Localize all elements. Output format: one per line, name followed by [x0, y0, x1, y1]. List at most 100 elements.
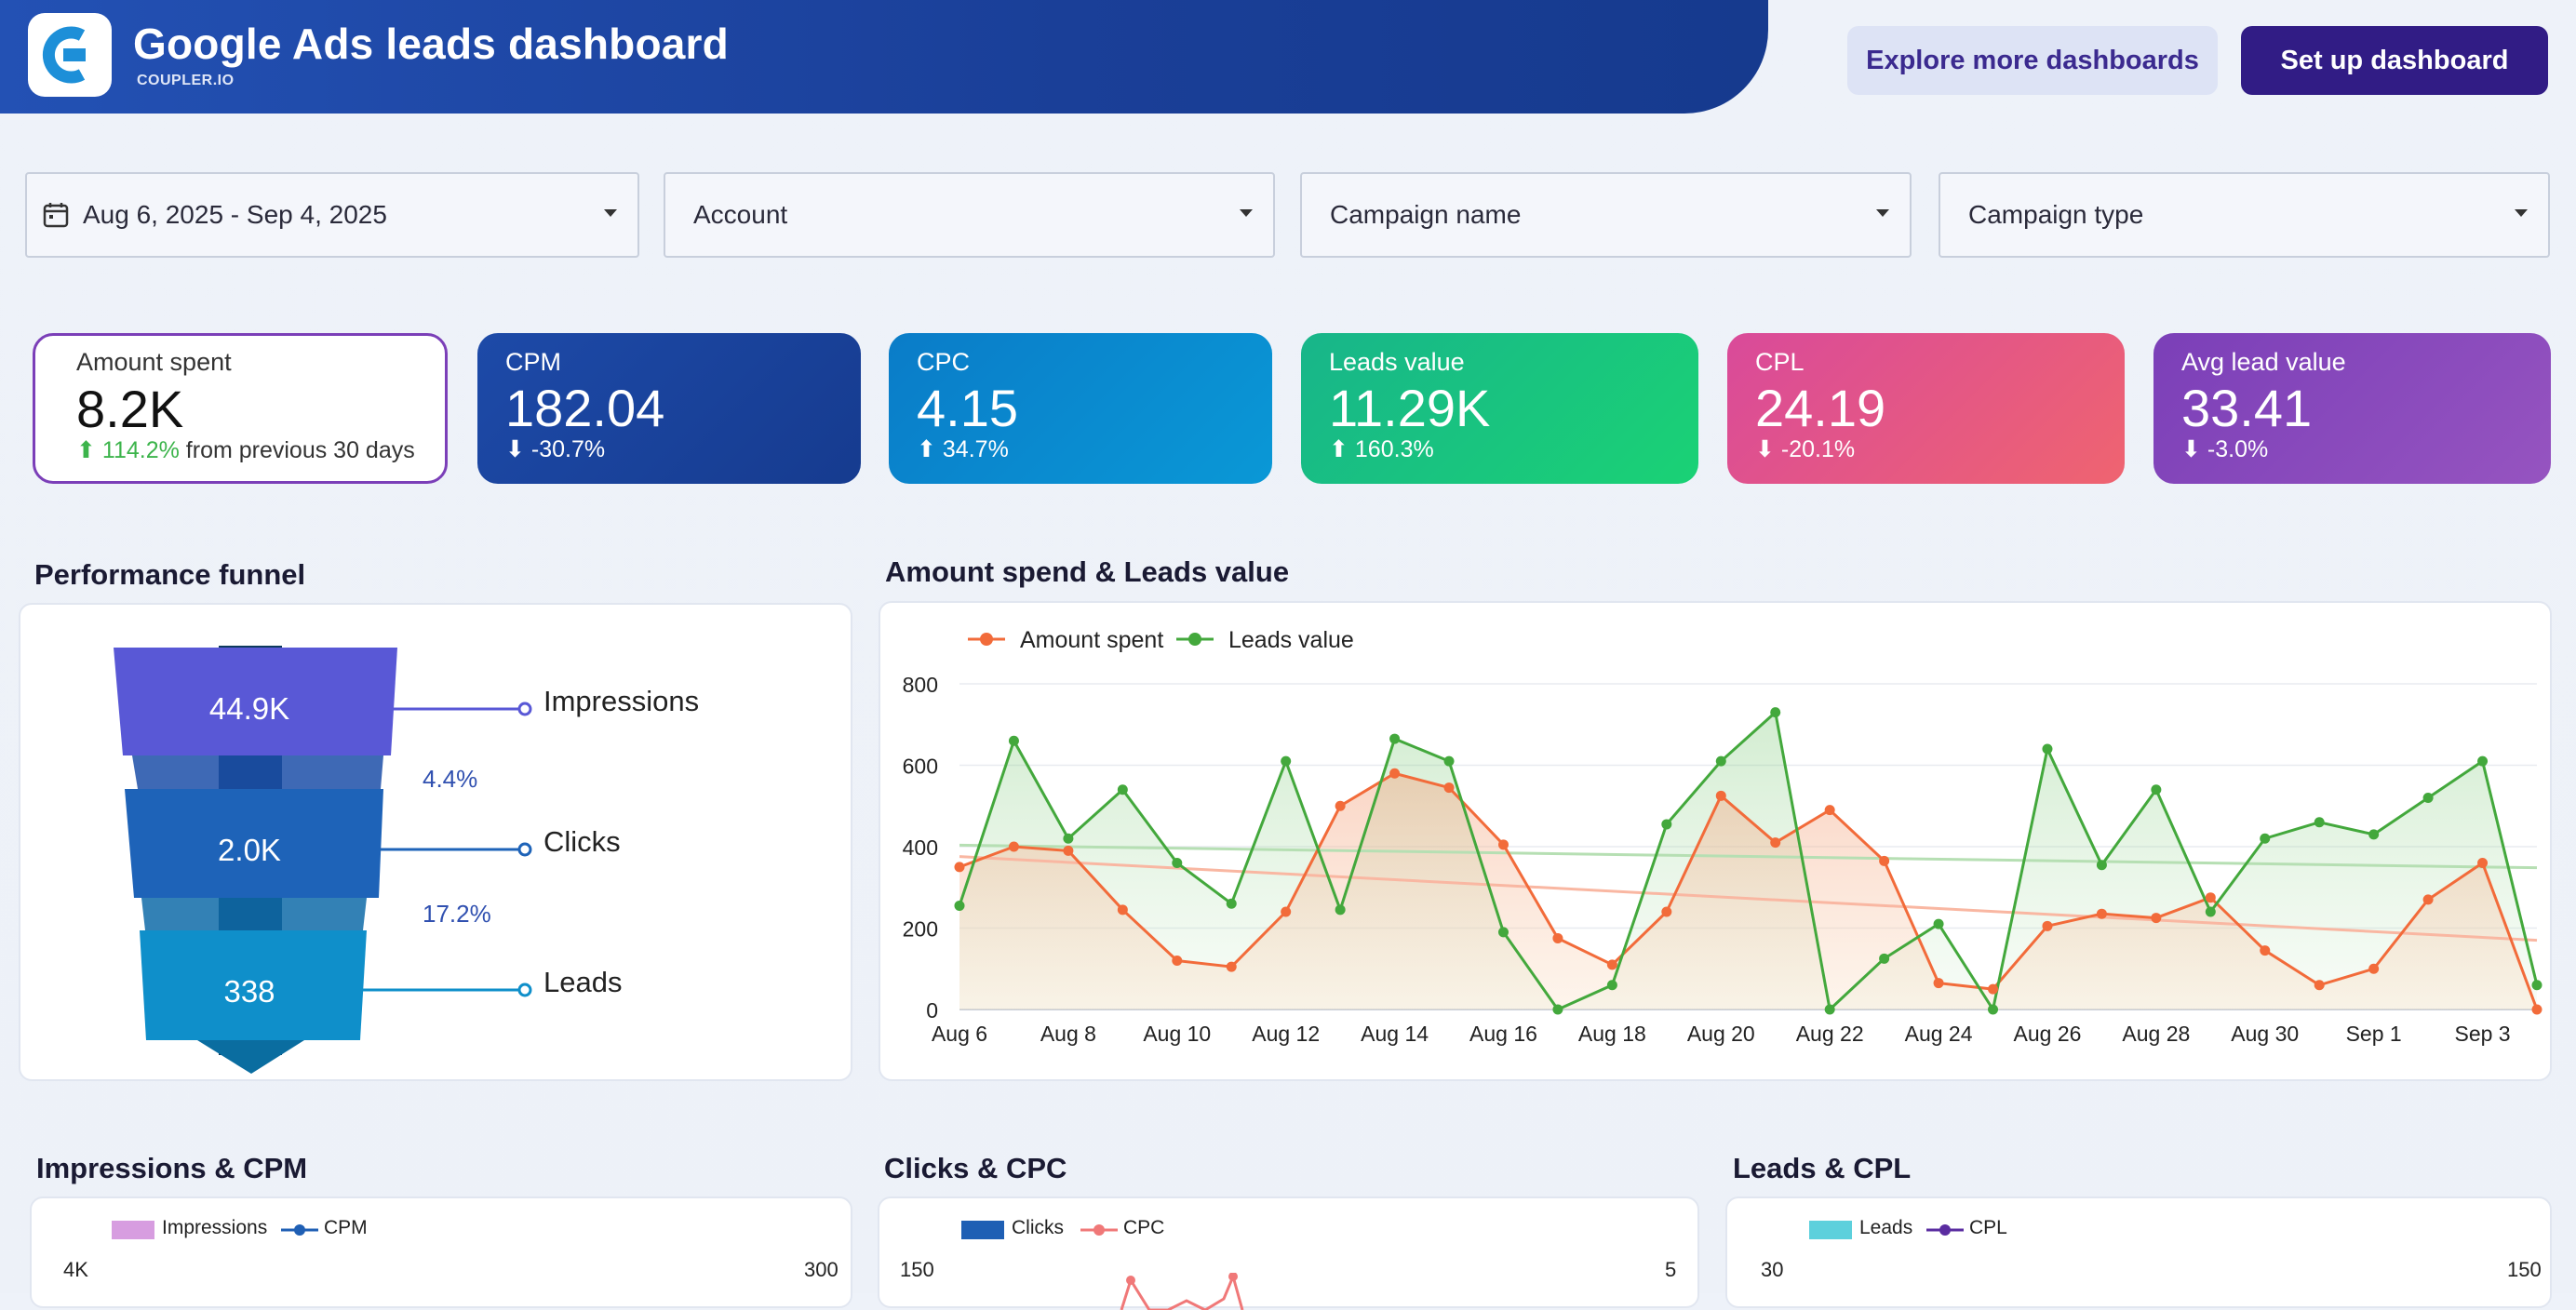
data-point[interactable] — [1335, 800, 1346, 811]
y-tick-label: 600 — [903, 755, 938, 779]
data-point[interactable] — [2314, 817, 2325, 828]
kpi-change-value: 34.7% — [942, 436, 1009, 462]
series-line-leads-value — [958, 709, 2539, 1013]
data-point[interactable] — [1606, 980, 1617, 991]
page-title: Google Ads leads dashboard — [133, 20, 729, 68]
x-tick-label: Aug 30 — [2231, 1022, 2299, 1046]
kpi-change-value: -30.7% — [530, 436, 606, 462]
data-point[interactable] — [954, 862, 965, 873]
data-point[interactable] — [2042, 743, 2053, 755]
data-point[interactable] — [1226, 898, 1237, 909]
campaign-type-filter[interactable]: Campaign type — [1939, 172, 2550, 258]
y-tick-right: 150 — [2507, 1258, 2542, 1281]
data-point[interactable] — [1661, 819, 1672, 830]
data-point[interactable] — [2422, 894, 2434, 905]
funnel-panel: 44.9K 2.0K 338 Impressions Clicks Leads … — [19, 603, 852, 1081]
legend-label-amount: Amount spent — [1020, 627, 1163, 653]
legend-marker-amount — [980, 633, 993, 646]
data-point[interactable] — [1389, 768, 1401, 779]
data-point[interactable] — [2260, 945, 2271, 956]
explore-dashboards-button[interactable]: Explore more dashboards — [1847, 26, 2218, 95]
data-point[interactable] — [1497, 839, 1509, 850]
data-point[interactable] — [2531, 980, 2542, 991]
data-point[interactable] — [1172, 956, 1183, 966]
kpi-amount-spent: Amount spent 8.2K ⬆ 114.2% from previous… — [33, 333, 448, 484]
data-point[interactable] — [1226, 961, 1237, 972]
data-point[interactable] — [1443, 782, 1455, 794]
kpi-change: ⬆ 34.7% — [917, 435, 1009, 463]
data-point[interactable] — [2531, 1004, 2542, 1015]
kpi-change-value: 160.3% — [1354, 436, 1434, 462]
legend-marker-leads — [1188, 633, 1201, 646]
kpi-change-value: 114.2% — [101, 437, 180, 463]
data-point[interactable] — [1770, 837, 1781, 849]
data-point[interactable] — [1008, 841, 1019, 852]
data-point[interactable] — [1933, 978, 1944, 989]
legend-label-clicks: Clicks — [1012, 1217, 1064, 1238]
data-point[interactable] — [1117, 784, 1128, 795]
funnel-rate-conversion: 17.2% — [423, 900, 491, 928]
chevron-down-icon — [604, 209, 617, 217]
data-point[interactable] — [1281, 755, 1292, 767]
data-point[interactable] — [1552, 1004, 1563, 1015]
y-tick-right: 5 — [1665, 1258, 1677, 1281]
data-point[interactable] — [1063, 833, 1074, 844]
data-point[interactable] — [1172, 858, 1183, 868]
data-point[interactable] — [2368, 963, 2380, 974]
data-point[interactable] — [1335, 904, 1346, 916]
data-point[interactable] — [1988, 983, 1999, 995]
data-point[interactable] — [1824, 1004, 1835, 1015]
campaign-name-filter[interactable]: Campaign name — [1300, 172, 1912, 258]
data-point[interactable] — [1933, 918, 1944, 929]
data-point[interactable] — [2205, 892, 2216, 903]
data-point[interactable] — [2477, 755, 2489, 767]
funnel-title: Performance funnel — [34, 558, 306, 591]
data-point[interactable] — [1770, 707, 1781, 718]
data-point[interactable] — [2260, 833, 2271, 844]
data-point[interactable] — [1606, 959, 1617, 970]
data-point[interactable] — [2477, 858, 2489, 868]
data-point[interactable] — [2314, 980, 2325, 991]
data-point[interactable] — [2422, 793, 2434, 803]
data-point[interactable] — [1008, 735, 1019, 746]
data-point[interactable] — [2205, 906, 2216, 917]
data-point[interactable] — [1117, 904, 1128, 916]
funnel-value-impressions: 44.9K — [209, 691, 289, 726]
kpi-value: 11.29K — [1329, 379, 1491, 437]
data-point[interactable] — [1552, 932, 1563, 943]
date-range-filter[interactable]: Aug 6, 2025 - Sep 4, 2025 — [25, 172, 639, 258]
chart-legend: Amount spent Leads value — [968, 627, 1354, 653]
data-point[interactable] — [1879, 855, 1890, 866]
data-point[interactable] — [2151, 784, 2162, 795]
data-point[interactable] — [954, 900, 965, 911]
data-point[interactable] — [2368, 829, 2380, 840]
funnel-rate-ctr: 4.4% — [423, 765, 477, 793]
kpi-label: Leads value — [1329, 348, 1465, 376]
data-point[interactable] — [1715, 790, 1726, 801]
data-point[interactable] — [2096, 860, 2107, 871]
data-point[interactable] — [1879, 953, 1890, 964]
kpi-change-suffix: from previous 30 days — [185, 437, 415, 463]
data-point[interactable] — [2096, 908, 2107, 919]
data-point[interactable] — [1063, 845, 1074, 856]
data-point[interactable] — [2151, 913, 2162, 924]
data-point[interactable] — [1824, 805, 1835, 816]
data-point[interactable] — [1443, 755, 1455, 767]
data-point[interactable] — [2042, 920, 2053, 931]
funnel-label-impressions: Impressions — [543, 685, 699, 717]
x-tick-label: Aug 14 — [1361, 1022, 1429, 1046]
data-point[interactable] — [1715, 755, 1726, 767]
data-point[interactable] — [1497, 927, 1509, 938]
legend-marker-cpc — [1080, 1224, 1118, 1236]
data-point[interactable] — [1389, 733, 1401, 744]
kpi-change: ⬇ -3.0% — [2181, 435, 2268, 463]
kpi-leads-value: Leads value 11.29K ⬆ 160.3% — [1301, 333, 1698, 484]
data-point[interactable] — [1281, 906, 1292, 917]
data-point[interactable] — [1661, 906, 1672, 917]
coupler-logo[interactable] — [28, 13, 112, 97]
setup-dashboard-button[interactable]: Set up dashboard — [2241, 26, 2548, 95]
kpi-change: ⬇ -20.1% — [1755, 435, 1855, 463]
arrow-down-icon: ⬇ — [2181, 436, 2201, 462]
account-filter[interactable]: Account — [664, 172, 1275, 258]
data-point[interactable] — [1988, 1004, 1999, 1015]
